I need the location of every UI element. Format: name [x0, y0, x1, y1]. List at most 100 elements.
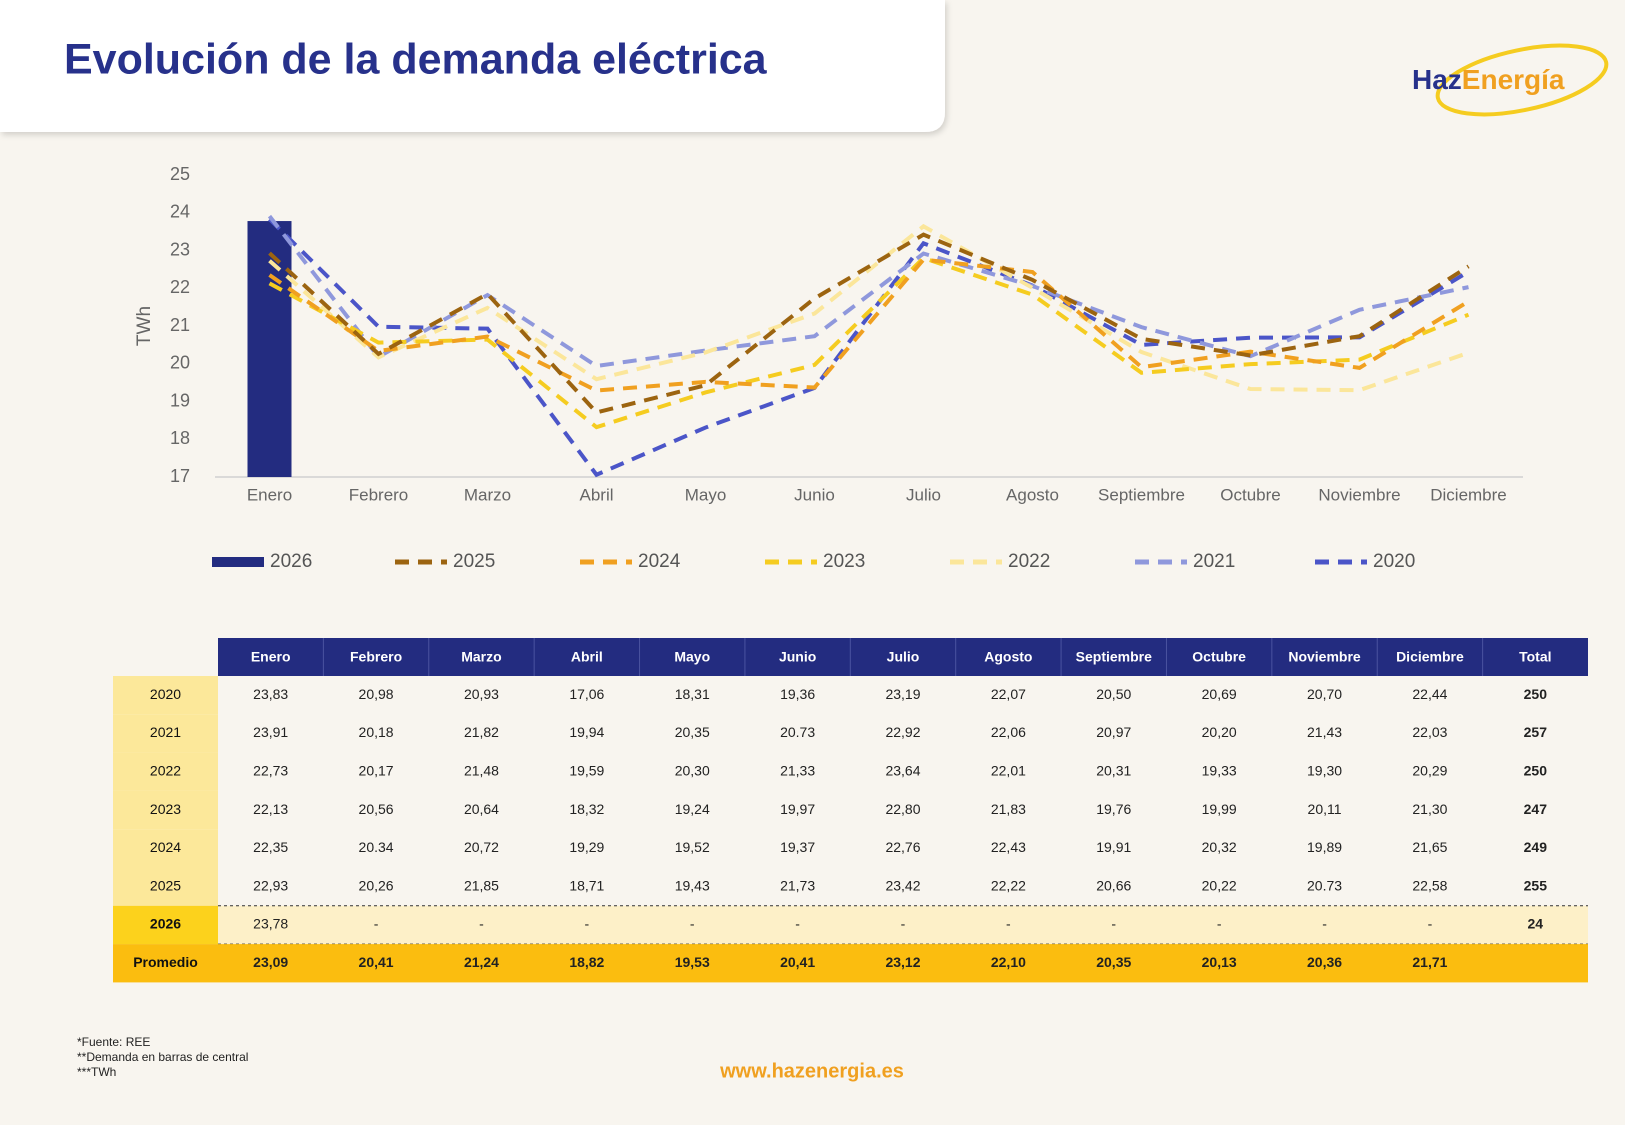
legend-label: 2021 [1193, 551, 1235, 572]
column-header: Junio [779, 649, 816, 665]
table-cell: 23,91 [253, 724, 288, 740]
column-header: Enero [251, 649, 291, 665]
row-label: 2025 [150, 877, 181, 893]
y-tick-label: 20 [170, 353, 190, 373]
x-tick-label: Agosto [1006, 485, 1059, 504]
line-series [267, 214, 1469, 369]
row-bg [218, 905, 1588, 945]
table-cell: 19,91 [1096, 839, 1131, 855]
line-series [268, 255, 1470, 430]
table-cell: 19,43 [675, 877, 710, 893]
table-cell: 24 [1528, 916, 1544, 932]
table-cell: 22,92 [885, 724, 920, 740]
row-bg [218, 944, 1588, 983]
table-cell: 23,78 [253, 916, 288, 932]
row-label: 2020 [150, 686, 181, 702]
table-cell: - [1428, 916, 1433, 932]
table-cell: 20,64 [464, 801, 499, 817]
line-series [268, 257, 1470, 393]
table-cell: 20.73 [1307, 877, 1342, 893]
column-header: Abril [571, 649, 603, 665]
table-cell: 22,10 [991, 954, 1026, 970]
line-series [268, 217, 1470, 478]
table-cell: 23,19 [885, 686, 920, 702]
logo-swoosh [1435, 43, 1609, 117]
table-cell: - [1322, 916, 1327, 932]
table-cell: 20,32 [1202, 839, 1237, 855]
table-cell: 21,83 [991, 801, 1026, 817]
table-cell: 19,30 [1307, 762, 1342, 778]
legend-label: 2024 [638, 551, 681, 572]
table-cell: 20,35 [675, 724, 710, 740]
column-header: Agosto [984, 649, 1032, 665]
table-cell: 20.73 [780, 724, 815, 740]
legend-label: 2023 [823, 551, 865, 572]
table-cell: 19,89 [1307, 839, 1342, 855]
table-cell: 20,56 [359, 801, 394, 817]
row-label-bg [113, 905, 218, 945]
table-cell: 22,73 [253, 762, 288, 778]
table-cell: 19,53 [675, 954, 710, 970]
row-label: 2021 [150, 724, 181, 740]
table-cell: 19,33 [1202, 762, 1237, 778]
table-cell: 23,64 [885, 762, 920, 778]
table-cell: 22,80 [885, 801, 920, 817]
column-header: Diciembre [1396, 649, 1464, 665]
footer-url[interactable]: www.hazenergia.es [719, 1060, 904, 1082]
table-cell: 22,58 [1412, 877, 1447, 893]
table-cell: 20,20 [1202, 724, 1237, 740]
y-tick-label: 21 [170, 315, 190, 335]
table-cell: 22,22 [991, 877, 1026, 893]
footnote: *Fuente: REE [77, 1035, 150, 1049]
table-cell: 22,93 [253, 877, 288, 893]
table-cell: 19,29 [569, 839, 604, 855]
y-tick-label: 25 [170, 164, 190, 184]
table-cell: 21,43 [1307, 724, 1342, 740]
table-cell: - [1217, 916, 1222, 932]
table-cell: 257 [1524, 724, 1548, 740]
row-label-bg [113, 714, 218, 753]
table-cell: 21,73 [780, 877, 815, 893]
row-label-bg [113, 867, 218, 906]
table-cell: 20,66 [1096, 877, 1131, 893]
table-cell: - [374, 916, 379, 932]
legend-label: 2026 [270, 551, 312, 572]
table-cell: 19,36 [780, 686, 815, 702]
table-cell: 19,24 [675, 801, 710, 817]
table-cell: 22,44 [1412, 686, 1447, 702]
row-label-bg [113, 790, 218, 830]
table-cell: 20,97 [1096, 724, 1131, 740]
table-cell: 21,24 [464, 954, 499, 970]
legend-label: 2020 [1373, 551, 1415, 572]
table-cell: - [795, 916, 800, 932]
table-cell: 22,06 [991, 724, 1026, 740]
legend-label: 2022 [1008, 551, 1050, 572]
table-cell: 19,59 [569, 762, 604, 778]
table-cell: - [585, 916, 590, 932]
x-tick-label: Abril [579, 485, 613, 504]
table-cell: 20,18 [359, 724, 394, 740]
table-cell: 20.34 [359, 839, 394, 855]
column-header: Marzo [461, 649, 501, 665]
table-cell: 19,97 [780, 801, 815, 817]
y-axis-label: TWh [134, 306, 155, 346]
table-cell: 22,13 [253, 801, 288, 817]
table-cell: 20,17 [359, 762, 394, 778]
table-cell: 20,11 [1308, 801, 1342, 817]
y-tick-label: 18 [170, 428, 190, 448]
table-cell: 23,83 [253, 686, 288, 702]
x-tick-label: Septiembre [1098, 485, 1185, 504]
footnote: ***TWh [77, 1065, 116, 1079]
table-cell: 22,07 [991, 686, 1026, 702]
table-cell: 19,99 [1202, 801, 1237, 817]
table-cell: 22,76 [885, 839, 920, 855]
table-cell: 23,09 [253, 954, 288, 970]
table-cell: 18,71 [569, 877, 604, 893]
line-series [268, 223, 1470, 393]
table-cell: 20,70 [1307, 686, 1342, 702]
y-tick-label: 24 [170, 202, 190, 222]
table: Enero Febrero Marzo Abril Mayo Junio Julio Agos… [113, 638, 1588, 983]
column-header: Total [1519, 649, 1551, 665]
